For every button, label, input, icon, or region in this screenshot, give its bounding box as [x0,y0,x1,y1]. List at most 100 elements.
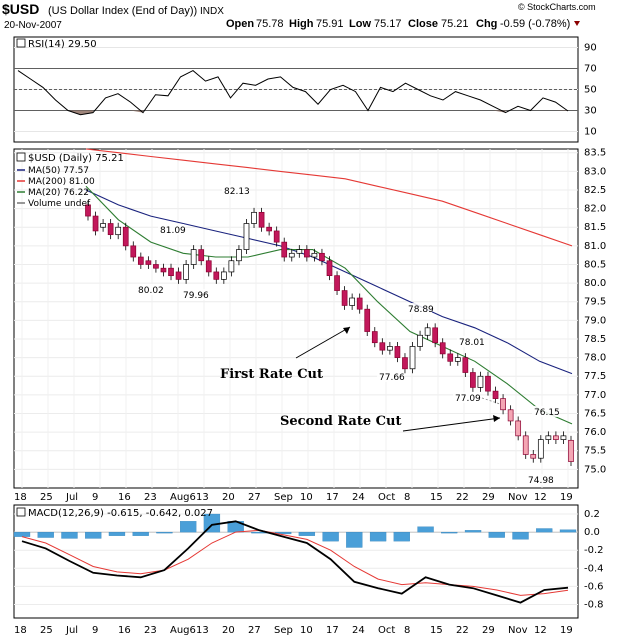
x-axis-tick-label-bottom: 13 [196,625,209,636]
macd-legend-label: MACD(12,26,9) -0.615, -0.642, 0.027 [28,508,213,519]
candle [296,249,303,254]
macd-histogram-bar [417,526,434,533]
price-y-tick-label: 75.5 [584,446,606,457]
candle [228,260,235,273]
price-label-bg [222,185,248,196]
candle [213,271,220,280]
price-label-bg [532,406,558,417]
x-axis-tick-label-bottom: 8 [404,625,410,636]
x-axis-tick-label-bottom: 20 [222,625,235,636]
candle [304,249,310,258]
candle [190,249,197,265]
ma-legend-label: MA(200) 81.00 [28,177,95,187]
x-axis-tick-label: 18 [14,492,27,503]
second-cut-guide [481,397,501,405]
x-axis-tick-label-bottom: Sep [274,625,293,636]
price-y-tick-label: 79.0 [584,315,606,326]
price-annotation-label: 81.09 [160,226,186,236]
rsi-y-tick-label: 90 [584,43,597,54]
candle [500,398,506,411]
price-label-bg [136,284,162,295]
rsi-line [17,70,569,116]
ma-legend-label: MA(20) 76.22 [28,188,89,198]
macd-histogram-bar [156,531,173,534]
price-label-bg [181,289,207,300]
price-annotation-label: 82.13 [224,187,250,197]
candle [100,223,106,228]
candle [334,275,340,291]
candle [168,267,174,277]
open-label: Open [226,18,254,30]
price-y-tick-label: 76.5 [584,408,606,419]
candle [394,346,401,358]
price-y-tick-label: 81.5 [584,222,606,233]
candle [85,204,91,217]
macd-histogram-bar [512,531,529,540]
high-value: 75.91 [316,18,344,30]
x-axis-tick-label: 9 [92,492,98,503]
x-axis-tick-label: Sep [274,492,293,503]
candle [387,346,393,351]
candle [92,215,99,232]
candle [251,211,257,224]
price-label-bg [406,303,432,314]
chart-date: 20-Nov-2007 [4,20,62,31]
close-value: 75.21 [441,18,469,30]
candle [417,334,423,347]
candle [492,390,499,399]
price-y-tick-label: 75.0 [584,464,606,475]
macd-histogram-bar [536,528,553,533]
price-legend-title: $USD (Daily) 75.21 [28,153,124,164]
candle [326,260,333,277]
price-y-tick-label: 80.5 [584,259,606,270]
price-y-tick-label: 80.0 [584,278,606,289]
panels: 10 30 50 70 90 RSI(14) 29.50 75.0 75.5 76.0 76.5 7… [13,36,606,636]
x-axis-tick-label: 12 [534,492,547,503]
price-label-bg [526,474,552,485]
ma-legend-label: Volume undef [28,199,91,209]
candle [424,327,431,336]
quote-bar: Open 75.78 High 75.91 Low 75.17 Close 75… [226,18,580,30]
x-axis-tick-label-bottom: 23 [144,625,157,636]
price-annotation-label: 77.09 [455,394,481,404]
macd-histogram-bar [37,531,54,538]
x-axis-tick-label-bottom: Nov [508,625,528,636]
first-cut-arrow [295,326,351,359]
x-axis-tick-label-bottom: Oct [378,625,395,636]
x-axis-tick-label: 27 [248,492,261,503]
x-axis-tick-label-bottom: 25 [40,625,53,636]
watermark: © StockCharts.com [518,2,596,12]
x-axis-tick-label: 17 [326,492,339,503]
first-cut-arrow-head [343,327,350,334]
candle [537,439,544,459]
down-arrow-icon [574,21,580,26]
candle [183,264,189,280]
price-annotation-label: 79.96 [183,291,209,301]
rsi-oversold-fill [130,110,143,113]
candle [198,249,205,262]
open-value: 75.78 [256,18,284,30]
x-axis-tick-label-bottom: 15 [430,625,443,636]
macd-y-tick-label: 0.0 [584,527,600,538]
candle [349,297,355,306]
candle [402,357,408,370]
price-panel-frame [13,148,579,489]
candle [462,357,469,373]
price-label-bg [453,392,479,403]
macd-y-tick-label: -0.4 [584,563,604,574]
index-name: (US Dollar Index (End of Day)) [48,5,197,17]
price-annotation-label: 78.89 [408,305,434,315]
x-axis-tick-label-bottom: 12 [534,625,547,636]
rsi-y-tick-label: 10 [584,127,597,138]
price-label-bg [158,224,184,235]
candle [364,308,371,332]
price-y-tick-label: 83.0 [584,166,606,177]
candle [507,409,514,422]
second-rate-cut-label: Second Rate Cut [280,414,401,429]
x-axis-tick-label-bottom: 22 [456,625,469,636]
price-annotation-label: 77.66 [379,373,405,383]
x-axis-tick-label-bottom: 10 [300,625,313,636]
price-y-tick-label: 78.5 [584,334,606,345]
x-axis-tick-label: 8 [404,492,410,503]
candle [409,346,416,370]
